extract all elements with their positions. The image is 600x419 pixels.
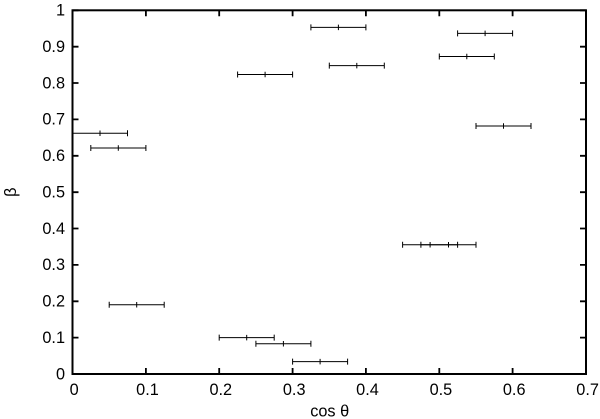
svg-text:1: 1: [56, 2, 65, 20]
svg-text:0.9: 0.9: [42, 38, 65, 56]
svg-text:0: 0: [56, 365, 65, 383]
svg-text:cos θ: cos θ: [310, 402, 349, 419]
svg-text:0.4: 0.4: [356, 381, 379, 399]
svg-text:0.7: 0.7: [42, 111, 65, 129]
svg-text:0.6: 0.6: [503, 381, 526, 399]
svg-text:0.5: 0.5: [430, 381, 453, 399]
svg-text:0.1: 0.1: [42, 329, 65, 347]
svg-text:0.4: 0.4: [42, 220, 65, 238]
svg-text:0.2: 0.2: [209, 381, 232, 399]
svg-text:0.3: 0.3: [42, 256, 65, 274]
svg-text:0.8: 0.8: [42, 74, 65, 92]
svg-text:0.1: 0.1: [136, 381, 159, 399]
svg-text:0: 0: [70, 381, 79, 399]
svg-text:0.2: 0.2: [42, 293, 65, 311]
svg-text:0.3: 0.3: [283, 381, 306, 399]
svg-text:0.5: 0.5: [42, 184, 65, 202]
svg-text:0.6: 0.6: [42, 147, 65, 165]
svg-text:β: β: [2, 188, 20, 197]
svg-text:0.7: 0.7: [576, 381, 599, 399]
